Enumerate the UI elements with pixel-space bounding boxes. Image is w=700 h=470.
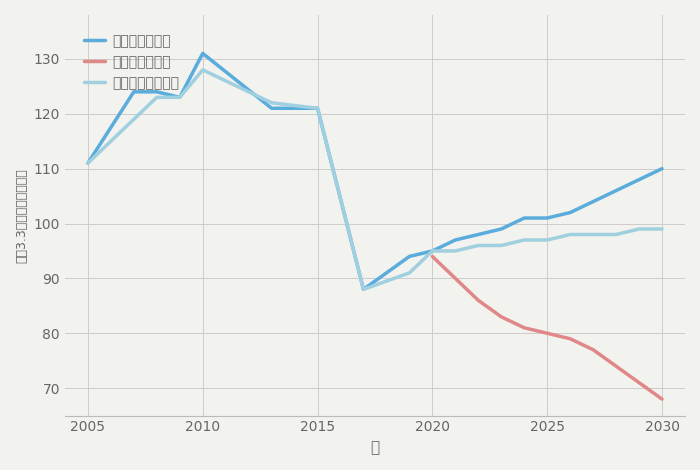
グッドシナリオ — [474, 232, 482, 237]
グッドシナリオ — [589, 199, 597, 204]
バッドシナリオ — [589, 347, 597, 352]
バッドシナリオ — [428, 254, 437, 259]
グッドシナリオ — [520, 215, 528, 221]
バッドシナリオ — [612, 363, 620, 369]
ノーマルシナリオ — [589, 232, 597, 237]
バッドシナリオ — [635, 380, 643, 385]
ノーマルシナリオ — [635, 226, 643, 232]
グッドシナリオ — [314, 105, 322, 111]
グッドシナリオ — [84, 160, 92, 166]
ノーマルシナリオ — [153, 94, 161, 100]
グッドシナリオ — [130, 89, 138, 94]
Line: グッドシナリオ: グッドシナリオ — [88, 54, 662, 290]
ノーマルシナリオ — [474, 243, 482, 248]
バッドシナリオ — [520, 325, 528, 330]
バッドシナリオ — [451, 275, 459, 281]
ノーマルシナリオ — [497, 243, 505, 248]
ノーマルシナリオ — [314, 105, 322, 111]
バッドシナリオ — [543, 330, 552, 336]
ノーマルシナリオ — [130, 117, 138, 122]
ノーマルシナリオ — [428, 248, 437, 254]
グッドシナリオ — [543, 215, 552, 221]
ノーマルシナリオ — [267, 100, 276, 106]
Y-axis label: 坪（3.3㎡）単価（万円）: 坪（3.3㎡）単価（万円） — [15, 168, 28, 263]
Line: ノーマルシナリオ: ノーマルシナリオ — [88, 70, 662, 290]
ノーマルシナリオ — [84, 160, 92, 166]
ノーマルシナリオ — [543, 237, 552, 243]
ノーマルシナリオ — [405, 270, 414, 276]
ノーマルシナリオ — [451, 248, 459, 254]
グッドシナリオ — [428, 248, 437, 254]
バッドシナリオ — [658, 396, 666, 402]
X-axis label: 年: 年 — [370, 440, 379, 455]
グッドシナリオ — [566, 210, 575, 215]
バッドシナリオ — [474, 298, 482, 303]
グッドシナリオ — [612, 188, 620, 194]
Legend: グッドシナリオ, バッドシナリオ, ノーマルシナリオ: グッドシナリオ, バッドシナリオ, ノーマルシナリオ — [84, 34, 179, 90]
グッドシナリオ — [199, 51, 207, 56]
ノーマルシナリオ — [199, 67, 207, 73]
グッドシナリオ — [405, 254, 414, 259]
グッドシナリオ — [267, 105, 276, 111]
バッドシナリオ — [497, 314, 505, 320]
グッドシナリオ — [451, 237, 459, 243]
ノーマルシナリオ — [520, 237, 528, 243]
グッドシナリオ — [658, 166, 666, 172]
グッドシナリオ — [176, 94, 184, 100]
ノーマルシナリオ — [566, 232, 575, 237]
ノーマルシナリオ — [658, 226, 666, 232]
バッドシナリオ — [566, 336, 575, 342]
ノーマルシナリオ — [612, 232, 620, 237]
グッドシナリオ — [635, 177, 643, 182]
Line: バッドシナリオ: バッドシナリオ — [433, 257, 662, 399]
ノーマルシナリオ — [359, 287, 368, 292]
グッドシナリオ — [359, 287, 368, 292]
グッドシナリオ — [497, 226, 505, 232]
ノーマルシナリオ — [176, 94, 184, 100]
グッドシナリオ — [153, 89, 161, 94]
